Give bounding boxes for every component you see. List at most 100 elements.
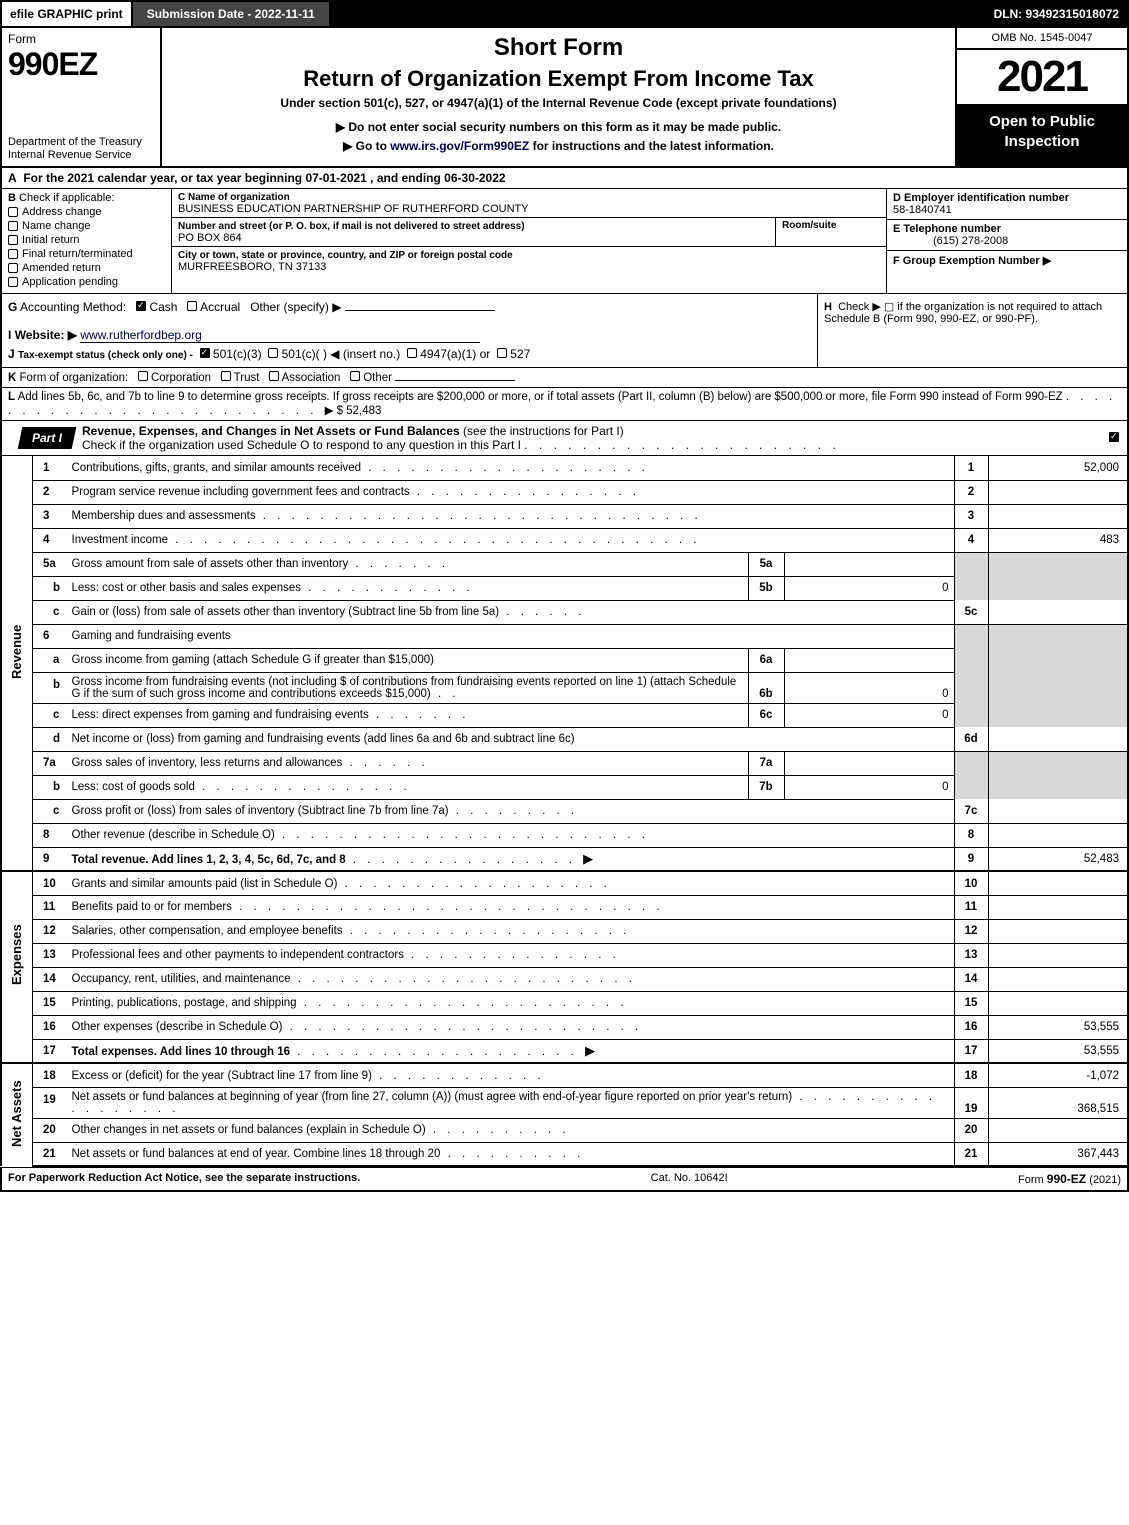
h-block: H Check ▶ ▢ if the organization is not r… [817,294,1127,367]
r5c-no: c [33,600,67,624]
footer-left: For Paperwork Reduction Act Notice, see … [8,1172,360,1186]
header-left: Form 990EZ Department of the Treasury In… [2,28,162,166]
r18-amt: -1,072 [988,1063,1128,1087]
cb-name-change[interactable]: Name change [8,220,165,232]
row-17: 17 Total expenses. Add lines 10 through … [1,1039,1128,1063]
cb-pending[interactable]: Application pending [8,276,165,288]
cb-501c3-checked[interactable] [200,348,210,358]
phone-row: E Telephone number (615) 278-2008 [887,220,1127,251]
tax-year: 2021 [957,50,1127,106]
line-k: K Form of organization: Corporation Trus… [0,368,1129,388]
cb-527[interactable] [497,348,507,358]
row-15: 15 Printing, publications, postage, and … [1,991,1128,1015]
r8-ln: 8 [954,823,988,847]
r5a-no: 5a [33,552,67,576]
row-19: 19 Net assets or fund balances at beginn… [1,1087,1128,1118]
netassets-vlabel: Net Assets [1,1063,33,1166]
footer-right-post: (2021) [1086,1174,1121,1186]
r3-no: 3 [33,504,67,528]
line-j: J Tax-exempt status (check only one) - 5… [8,347,811,361]
gh-block: G Accounting Method: Cash Accrual Other … [0,294,1129,368]
checkbox-icon [8,235,18,245]
footer-cat: Cat. No. 10642I [651,1172,728,1186]
cb-final-return[interactable]: Final return/terminated [8,248,165,260]
cb-amended[interactable]: Amended return [8,262,165,274]
g-other: Other (specify) ▶ [250,300,341,314]
cb-corp[interactable] [138,371,148,381]
row-2: 2 Program service revenue including gove… [1,480,1128,504]
cb-other[interactable] [350,371,360,381]
row-4: 4 Investment income . . . . . . . . . . … [1,528,1128,552]
r11-ln: 11 [954,895,988,919]
row-5a: 5a Gross amount from sale of assets othe… [1,552,1128,576]
r6c-no: c [33,703,67,727]
topbar: efile GRAPHIC print Submission Date - 20… [0,0,1129,28]
l-amount: ▶ $ 52,483 [325,405,382,417]
part1-checkbox[interactable] [1109,431,1127,445]
short-form-label: Short Form [172,34,945,62]
cb-trust[interactable] [221,371,231,381]
a-label: A [8,171,17,185]
cb-label: Amended return [22,262,101,274]
r7b-mv: 0 [784,775,954,799]
e-hdr: Telephone number [903,223,1001,235]
shade-5-amt [988,552,1128,600]
r7a-mn: 7a [748,751,784,775]
d-hdr: Employer identification number [904,192,1069,204]
dots: . . . . . . . . . . . . . . . . . . . . … [524,438,839,452]
city: MURFREESBORO, TN 37133 [178,261,326,273]
efile-label[interactable]: efile GRAPHIC print [2,2,131,26]
k-trust: Trust [234,372,260,384]
k-label: K [8,372,16,384]
k-other-blank[interactable] [395,380,515,381]
r7c-ln: 7c [954,799,988,823]
line-i: I Website: ▶ www.rutherfordbep.org [8,328,811,343]
r7c-amt [988,799,1128,823]
ein-row: D Employer identification number 58-1840… [887,189,1127,220]
r7b-no: b [33,775,67,799]
r13-no: 13 [33,943,67,967]
cb-address-change[interactable]: Address change [8,206,165,218]
r15-amt [988,991,1128,1015]
line-g: G Accounting Method: Cash Accrual Other … [8,300,811,314]
r16-ln: 16 [954,1015,988,1039]
cb-initial-return[interactable]: Initial return [8,234,165,246]
r19-ln: 19 [954,1087,988,1118]
cb-assoc[interactable] [269,371,279,381]
g-other-blank[interactable] [345,310,495,311]
r1-desc: Contributions, gifts, grants, and simila… [72,462,362,474]
h-label: H [824,301,832,313]
e-label: E [893,223,900,235]
f-label: F [893,255,900,267]
g-i-j-block: G Accounting Method: Cash Accrual Other … [2,294,817,367]
cb-accrual[interactable] [187,301,197,311]
r6d-no: d [33,727,67,751]
r6d-desc: Net income or (loss) from gaming and fun… [72,733,575,745]
r12-ln: 12 [954,919,988,943]
form-subtitle: Under section 501(c), 527, or 4947(a)(1)… [172,96,945,110]
c-label: C [178,192,185,203]
r19-amt: 368,515 [988,1087,1128,1118]
street-row: Number and street (or P. O. box, if mail… [172,218,886,247]
cb-4947[interactable] [407,348,417,358]
expenses-vlabel: Expenses [1,871,33,1039]
k-corp: Corporation [151,372,211,384]
room-hdr: Room/suite [782,220,836,231]
l-text: Add lines 5b, 6c, and 7b to line 9 to de… [18,391,1063,403]
bullet-ssn: ▶ Do not enter social security numbers o… [172,118,945,137]
r7c-desc: Gross profit or (loss) from sales of inv… [72,805,449,817]
checkbox-icon [8,207,18,217]
irs-link[interactable]: www.irs.gov/Form990EZ [390,139,529,153]
cb-label: Name change [22,220,91,232]
cb-501c[interactable] [268,348,278,358]
r21-no: 21 [33,1142,67,1166]
r5a-desc: Gross amount from sale of assets other t… [72,558,349,570]
r20-desc: Other changes in net assets or fund bala… [72,1124,426,1136]
website-link[interactable]: www.rutherfordbep.org [80,328,480,343]
r21-desc: Net assets or fund balances at end of ye… [72,1148,441,1160]
cb-cash-checked[interactable] [136,301,146,311]
section-bcdef: B Check if applicable: Address change Na… [0,189,1129,294]
form-number: 990EZ [8,46,154,83]
r2-ln: 2 [954,480,988,504]
r6-no: 6 [33,624,67,648]
